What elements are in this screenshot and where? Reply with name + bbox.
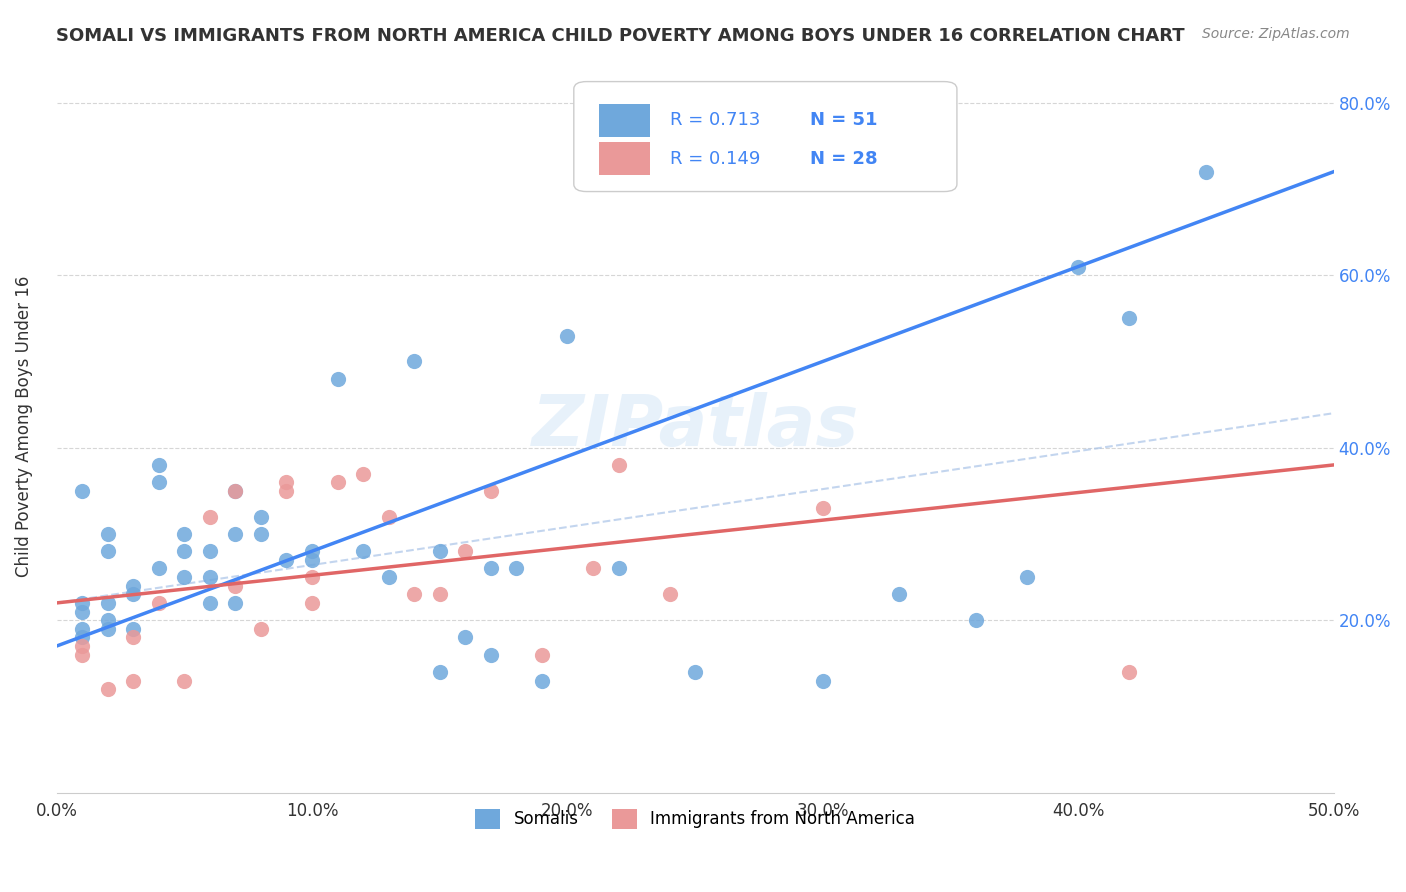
Point [250,622,273,636]
Point [811,673,834,688]
FancyBboxPatch shape [599,103,651,136]
Point [582,561,605,575]
Point [122,673,145,688]
Point [479,648,502,662]
Point [276,475,298,490]
Point [557,328,579,343]
Point [377,570,399,584]
Point [148,596,170,610]
Point [658,587,681,601]
Point [198,570,221,584]
Point [965,613,987,627]
Text: R = 0.713: R = 0.713 [669,111,761,128]
Point [97,613,120,627]
Point [530,673,553,688]
Text: Source: ZipAtlas.com: Source: ZipAtlas.com [1202,27,1350,41]
Point [1118,311,1140,326]
Point [301,596,323,610]
Point [198,544,221,558]
Point [97,682,120,697]
Point [224,527,246,541]
Point [889,587,911,601]
Point [224,483,246,498]
Y-axis label: Child Poverty Among Boys Under 16: Child Poverty Among Boys Under 16 [15,276,32,577]
Point [122,631,145,645]
Text: ZIPatlas: ZIPatlas [531,392,859,460]
Text: R = 0.149: R = 0.149 [669,150,761,169]
Point [70,483,93,498]
Point [1067,260,1090,274]
Point [1017,570,1039,584]
Point [301,553,323,567]
Point [404,354,426,368]
Point [1118,665,1140,679]
Point [479,561,502,575]
Point [352,467,374,481]
Point [122,587,145,601]
FancyBboxPatch shape [599,143,651,176]
Point [122,622,145,636]
Point [148,458,170,472]
Point [198,509,221,524]
Point [148,561,170,575]
Legend: Somalis, Immigrants from North America: Somalis, Immigrants from North America [468,802,922,836]
Point [429,665,451,679]
Point [70,596,93,610]
Point [70,631,93,645]
Point [505,561,527,575]
Point [97,622,120,636]
Text: SOMALI VS IMMIGRANTS FROM NORTH AMERICA CHILD POVERTY AMONG BOYS UNDER 16 CORREL: SOMALI VS IMMIGRANTS FROM NORTH AMERICA … [56,27,1185,45]
Point [70,639,93,653]
Point [276,483,298,498]
Point [404,587,426,601]
Point [607,561,630,575]
Point [429,544,451,558]
Text: N = 51: N = 51 [810,111,877,128]
Point [479,483,502,498]
Point [301,570,323,584]
Point [352,544,374,558]
Point [122,579,145,593]
Point [811,501,834,516]
Point [429,587,451,601]
Point [250,509,273,524]
Point [173,544,195,558]
Point [173,527,195,541]
Point [173,570,195,584]
Point [224,483,246,498]
Point [276,553,298,567]
Point [1195,165,1218,179]
Point [301,544,323,558]
Point [377,509,399,524]
Point [70,648,93,662]
Point [224,579,246,593]
Point [607,458,630,472]
Point [530,648,553,662]
FancyBboxPatch shape [574,81,957,192]
Point [173,673,195,688]
Point [148,475,170,490]
Point [326,372,349,386]
Point [70,605,93,619]
Point [97,544,120,558]
Point [97,596,120,610]
Point [70,622,93,636]
Point [454,631,477,645]
Point [198,596,221,610]
Text: N = 28: N = 28 [810,150,877,169]
Point [326,475,349,490]
Point [97,527,120,541]
Point [683,665,706,679]
Point [250,527,273,541]
Point [454,544,477,558]
Point [224,596,246,610]
